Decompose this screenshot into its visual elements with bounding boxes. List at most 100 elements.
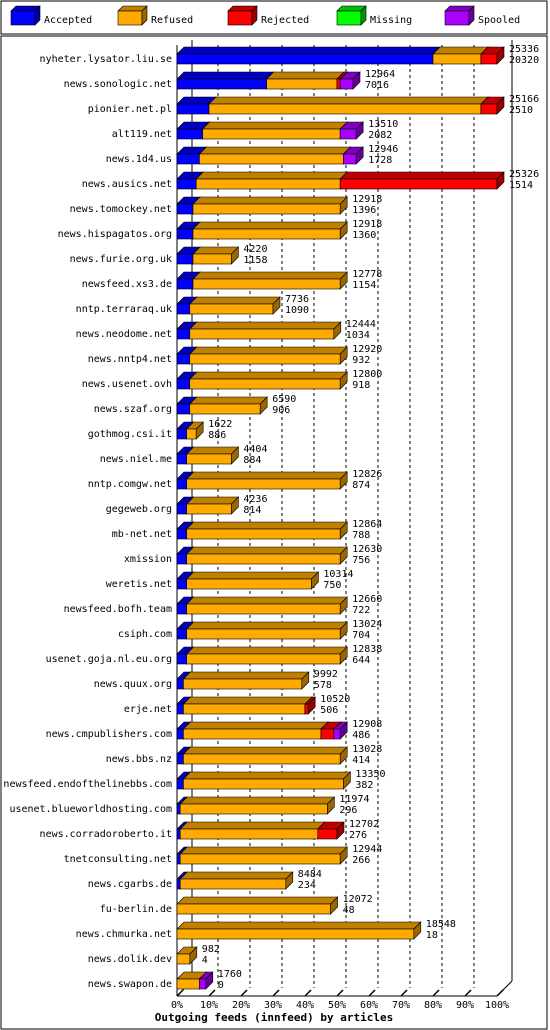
row-label: news.cmpublishers.com <box>46 729 172 740</box>
x-tick-label: 0% <box>171 1000 183 1011</box>
accepted-count: 756 <box>352 555 370 566</box>
x-tick-label: 80% <box>424 1000 442 1011</box>
x-tick-label: 60% <box>360 1000 378 1011</box>
accepted-count: 2510 <box>509 105 533 116</box>
accepted-count: 296 <box>339 805 357 816</box>
bar-segment-refused <box>179 846 348 865</box>
offered-count: 12920 <box>352 344 382 355</box>
bar-segment-refused <box>185 446 240 465</box>
row-label: news.cgarbs.de <box>88 879 172 890</box>
row-label: news.bbs.nz <box>106 754 172 765</box>
x-tick-mark <box>464 989 472 997</box>
row-label: news.corradoroberto.it <box>40 829 172 840</box>
bar-segment-refused <box>192 196 348 215</box>
row-label: news.usenet.ovh <box>82 379 172 390</box>
x-tick-mark <box>368 989 376 997</box>
row-label: nyheter.lysator.liu.se <box>40 54 172 65</box>
offered-count: 10314 <box>323 569 353 580</box>
row-label: news.tomockey.net <box>70 204 172 215</box>
accepted-count: 1514 <box>509 180 533 191</box>
row-label: news.hispagatos.org <box>58 229 172 240</box>
offered-count: 12444 <box>346 319 376 330</box>
accepted-count: 48 <box>343 905 355 916</box>
offered-count: 25336 <box>509 44 539 55</box>
x-tick-label: 10% <box>200 1000 218 1011</box>
row-label: news.neodome.net <box>76 329 172 340</box>
offered-count: 13024 <box>352 619 382 630</box>
offered-count: 18548 <box>426 919 456 930</box>
bar-segment-refused <box>189 321 342 340</box>
row-label: nntp.comgw.net <box>88 479 172 490</box>
bar-segment-refused <box>185 596 348 615</box>
accepted-count: 644 <box>352 655 370 666</box>
offered-count: 12838 <box>352 644 382 655</box>
bar-segment-refused <box>176 921 422 940</box>
bar-segment-spooled <box>333 721 348 740</box>
bar-segment-refused <box>182 746 348 765</box>
row-label: mb-net.net <box>112 529 172 540</box>
x-tick-mark <box>272 989 280 997</box>
x-tick-mark <box>400 989 408 997</box>
bar-segment-refused <box>189 296 281 315</box>
bar-segment-spooled <box>339 71 361 90</box>
bar-segment-refused <box>179 821 326 840</box>
legend-label-refused: Refused <box>151 15 193 26</box>
row-label: news.nntp4.net <box>88 354 172 365</box>
offered-count: 12072 <box>343 894 373 905</box>
x-tick-label: 30% <box>264 1000 282 1011</box>
bar-segment-spooled <box>198 971 214 990</box>
accepted-count: 932 <box>352 355 370 366</box>
bar-segment-refused <box>176 946 198 965</box>
row-label: news.swapon.de <box>88 979 172 990</box>
bar-segment-refused <box>192 221 348 240</box>
accepted-count: 266 <box>352 855 370 866</box>
offered-count: 4236 <box>243 494 267 505</box>
row-label: news.quux.org <box>94 679 172 690</box>
accepted-count: 722 <box>352 605 370 616</box>
bar-segment-refused <box>182 671 310 690</box>
accepted-count: 506 <box>320 705 338 716</box>
bar-segment-refused <box>185 546 348 565</box>
offered-count: 12800 <box>352 369 382 380</box>
accepted-count: 578 <box>314 680 332 691</box>
bar-segment-accepted <box>176 71 275 90</box>
row-label: usenet.blueworldhosting.com <box>9 804 172 815</box>
accepted-count: 1154 <box>352 280 376 291</box>
x-tick-mark <box>240 989 248 997</box>
chart-title: Outgoing feeds (innfeed) by articles <box>155 1011 393 1024</box>
x-axis: 0% 10% 20% 30% 40% 50% 60% 70% 80% 90% 100% <box>171 980 513 1011</box>
row-label: tnetconsulting.net <box>64 854 172 865</box>
bar-segment-refused <box>189 396 268 415</box>
accepted-count: 814 <box>243 505 261 516</box>
bar-segment-refused <box>182 771 352 790</box>
bar-segment-rejected <box>317 821 345 840</box>
legend-label-missing: Missing <box>370 15 412 26</box>
accepted-count: 886 <box>208 430 226 441</box>
offered-count: 12918 <box>352 219 382 230</box>
accepted-count: 18 <box>426 930 438 941</box>
x-tick-label: 100% <box>485 1000 509 1011</box>
legend-swatch-rejected <box>227 5 258 26</box>
bar-segment-refused <box>195 171 348 190</box>
row-label: weretis.net <box>106 579 172 590</box>
x-tick-mark <box>208 989 216 997</box>
accepted-count: 1034 <box>346 330 370 341</box>
accepted-count: 2082 <box>368 130 392 141</box>
accepted-count: 0 <box>218 980 224 991</box>
row-label: xmission <box>124 554 172 565</box>
row-label: erje.net <box>124 704 172 715</box>
row-label: alt119.net <box>112 129 172 140</box>
